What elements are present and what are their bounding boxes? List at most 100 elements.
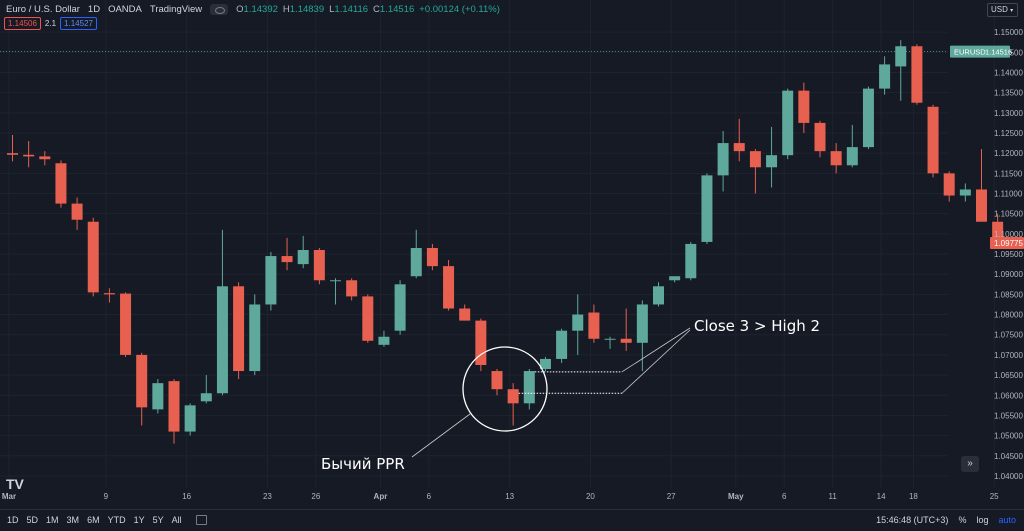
symbol-badge-price: 1.14516	[985, 48, 1012, 57]
candle-body	[23, 154, 35, 157]
calendar-icon[interactable]	[195, 515, 207, 525]
candle	[136, 352, 148, 426]
candle-body	[71, 203, 83, 220]
interval-label[interactable]: 1D	[87, 4, 101, 15]
y-tick-label: 1.11000	[994, 190, 1023, 199]
y-tick-label: 1.06000	[994, 391, 1023, 400]
candle-body	[7, 153, 18, 155]
candle-body	[265, 256, 277, 305]
candle	[394, 280, 406, 335]
candle	[297, 235, 309, 269]
candle-body	[249, 304, 261, 372]
candle-body	[798, 90, 810, 123]
candle-body	[766, 155, 778, 168]
candle-body	[636, 304, 648, 343]
y-tick-label: 1.09500	[994, 250, 1023, 259]
x-tick-label: 9	[104, 492, 109, 501]
candle	[830, 143, 842, 174]
y-tick-label: 1.06500	[994, 371, 1023, 380]
range-all[interactable]: All	[171, 515, 182, 525]
x-tick-label: 6	[782, 492, 787, 501]
candle	[184, 403, 196, 436]
candle-body	[572, 314, 584, 331]
candle	[87, 217, 99, 297]
candle	[491, 369, 503, 396]
candle-body	[443, 266, 455, 309]
candle-body	[330, 280, 341, 282]
y-tick-label: 1.10500	[994, 210, 1023, 219]
y-tick-label: 1.13500	[994, 89, 1023, 98]
candle-body	[653, 286, 664, 305]
y-tick-label: 1.05500	[994, 411, 1023, 420]
ppr-label: Бычий PPR	[321, 455, 405, 473]
candle-body	[313, 250, 325, 281]
current-price-label: 1.09775	[994, 239, 1023, 248]
candle-body	[588, 312, 600, 339]
symbol-title[interactable]: Euro / U.S. Dollar	[6, 4, 80, 15]
trade-buttons: 1.14506 2.1 1.14527	[4, 17, 97, 30]
y-tick-label: 1.07000	[994, 351, 1023, 360]
candle-body	[168, 381, 180, 432]
range-1y[interactable]: 1Y	[133, 515, 145, 525]
candle-body	[911, 46, 923, 103]
x-tick-label: 27	[667, 492, 676, 501]
candle	[330, 278, 341, 305]
currency-selector[interactable]: USD ▾	[987, 3, 1018, 17]
candle	[120, 292, 132, 357]
candle-body	[830, 151, 842, 166]
price-axis: 1.150001.145001.140001.135001.130001.125…	[950, 28, 1024, 481]
tradingview-logo-icon[interactable]: TV	[6, 476, 24, 492]
auto-toggle[interactable]: auto	[998, 515, 1016, 525]
candle	[717, 130, 729, 192]
range-5y[interactable]: 5Y	[152, 515, 164, 525]
candle	[766, 126, 778, 188]
candle	[927, 104, 939, 178]
x-tick-label: 26	[311, 492, 320, 501]
x-tick-label: Mar	[2, 492, 16, 501]
chart-legend: Euro / U.S. Dollar 1D OANDA TradingView …	[6, 4, 500, 15]
candle-body	[701, 175, 713, 242]
candle-body	[976, 189, 987, 222]
eye-icon[interactable]	[210, 4, 229, 15]
range-1d[interactable]: 1D	[7, 515, 19, 525]
candle	[976, 149, 987, 222]
candle	[572, 294, 584, 355]
y-tick-label: 1.08000	[994, 311, 1023, 320]
percent-toggle[interactable]: %	[958, 515, 967, 525]
candle-body	[136, 354, 148, 408]
x-tick-label: 6	[427, 492, 432, 501]
candle-body	[39, 156, 51, 160]
candle-body	[620, 338, 632, 343]
candle-body	[556, 330, 568, 359]
scroll-to-realtime-button[interactable]: »	[961, 456, 979, 472]
candle	[911, 44, 923, 105]
candle	[200, 375, 212, 404]
candle	[459, 304, 471, 321]
currency-label: USD	[991, 5, 1008, 14]
range-ytd[interactable]: YTD	[107, 515, 126, 525]
x-tick-label: 14	[877, 492, 886, 501]
candle	[636, 300, 648, 372]
buy-button[interactable]: 1.14527	[60, 17, 97, 30]
clock-time[interactable]: 15:46:48 (UTC+3)	[876, 515, 949, 525]
candle	[216, 229, 228, 396]
candle-body	[846, 147, 858, 166]
candle	[475, 318, 487, 372]
sell-button[interactable]: 1.14506	[4, 17, 41, 30]
candle-body	[120, 293, 132, 355]
range-5d[interactable]: 5D	[26, 515, 39, 525]
candle	[39, 151, 51, 166]
x-tick-label: 20	[586, 492, 595, 501]
symbol-badge	[950, 45, 1010, 58]
candle-body	[216, 286, 228, 394]
time-axis: Mar 9 16 23 26 Apr 6 13 20 27 May 6 11 14 18 25	[2, 492, 999, 501]
candle	[733, 118, 745, 162]
range-6m[interactable]: 6M	[87, 515, 100, 525]
candle	[281, 237, 293, 271]
log-toggle[interactable]: log	[976, 515, 989, 525]
candle	[895, 40, 907, 101]
range-1m[interactable]: 1M	[46, 515, 59, 525]
range-3m[interactable]: 3M	[66, 515, 80, 525]
candle-body	[943, 173, 955, 196]
